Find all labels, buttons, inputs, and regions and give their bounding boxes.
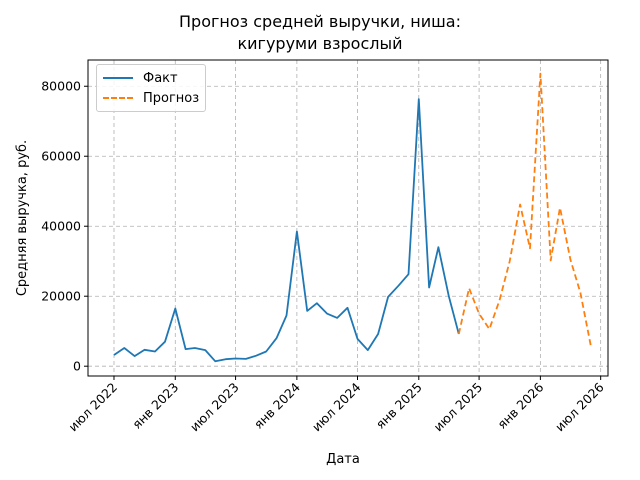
series-line-forecast bbox=[457, 72, 592, 346]
x-tick-label: июл 2024 bbox=[309, 379, 364, 434]
legend: Факт Прогноз bbox=[96, 64, 206, 112]
chart-title-line-2: кигуруми взрослый bbox=[237, 34, 403, 53]
y-tick-label: 0 bbox=[73, 359, 81, 374]
y-tick-label: 60000 bbox=[41, 149, 81, 164]
chart-title-line-1: Прогноз средней выручки, ниша: bbox=[179, 12, 461, 31]
legend-swatch-forecast bbox=[103, 97, 133, 99]
legend-item-forecast: Прогноз bbox=[103, 89, 199, 107]
x-tick-label: янв 2024 bbox=[251, 379, 303, 431]
legend-item-fact: Факт bbox=[103, 69, 178, 87]
x-tick-label: янв 2023 bbox=[129, 380, 181, 432]
x-tick-label: июл 2025 bbox=[430, 380, 485, 435]
y-axis-label: Средняя выручка, руб. bbox=[15, 140, 30, 296]
x-tick-label: июл 2026 bbox=[552, 379, 607, 434]
y-tick-label: 40000 bbox=[41, 219, 81, 234]
legend-swatch-fact bbox=[103, 77, 133, 79]
x-axis-label: Дата bbox=[326, 452, 360, 467]
x-tick-label: янв 2025 bbox=[373, 380, 425, 432]
y-tick-label: 80000 bbox=[41, 79, 81, 94]
legend-label-forecast: Прогноз bbox=[143, 90, 200, 106]
x-tick-label: июл 2023 bbox=[187, 380, 242, 435]
series-line-fact bbox=[113, 98, 460, 363]
plot-frame bbox=[87, 59, 609, 377]
y-tick-label: 20000 bbox=[41, 289, 81, 304]
series-layer bbox=[113, 72, 592, 363]
x-tick-label: июл 2022 bbox=[65, 380, 120, 435]
y-axis: 0 20000 40000 60000 80000 bbox=[41, 79, 88, 374]
legend-label-fact: Факт bbox=[143, 70, 178, 86]
x-tick-label: янв 2026 bbox=[494, 379, 546, 431]
x-axis: июл 2022 янв 2023 июл 2023 янв 2024 июл 2024… bbox=[65, 376, 607, 435]
